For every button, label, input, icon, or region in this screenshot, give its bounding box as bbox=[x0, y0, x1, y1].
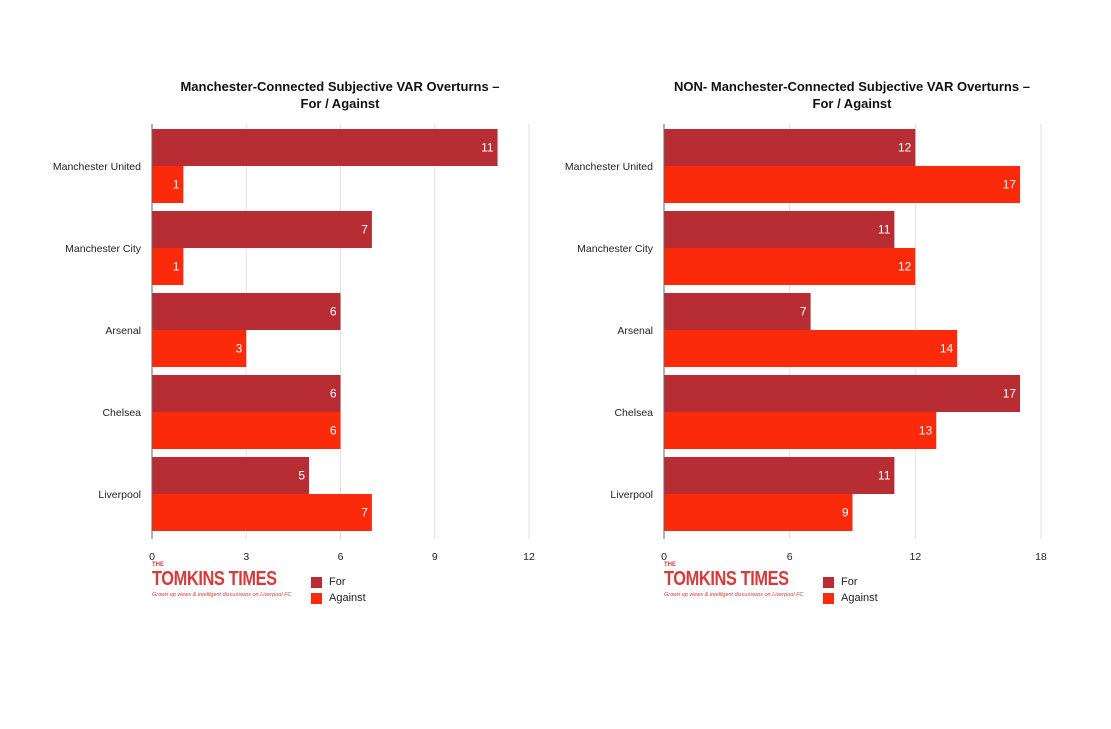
data-label-against-manchester-united: 1 bbox=[173, 178, 180, 192]
x-tick-label: 12 bbox=[523, 551, 535, 563]
chart-title-line-1: Manchester-Connected Subjective VAR Over… bbox=[180, 79, 500, 94]
data-label-against-chelsea: 6 bbox=[330, 424, 337, 438]
chart-legend: For Against bbox=[311, 574, 366, 606]
tomkins-times-logo: THE TOMKINS TIMES Grown up views & intel… bbox=[664, 562, 816, 598]
data-label-for-liverpool: 11 bbox=[878, 469, 891, 483]
category-label-liverpool: Liverpool bbox=[98, 489, 141, 501]
category-label-liverpool: Liverpool bbox=[610, 489, 653, 501]
x-tick-label: 18 bbox=[1035, 551, 1047, 563]
category-label-chelsea: Chelsea bbox=[614, 407, 653, 419]
data-label-for-arsenal: 6 bbox=[330, 305, 337, 319]
data-label-for-chelsea: 6 bbox=[330, 387, 337, 401]
bar-against-manchester-united bbox=[664, 166, 1021, 203]
bar-chart-plot: Manchester United 12 17 Manchester City 11 12… bbox=[565, 124, 1047, 563]
bar-against-liverpool bbox=[664, 494, 853, 531]
chart-title-line-2: For / Against bbox=[812, 96, 892, 111]
data-label-against-arsenal: 14 bbox=[940, 342, 954, 356]
bar-for-arsenal bbox=[664, 293, 811, 330]
logo-tagline: Grown up views & intelligent discussions… bbox=[664, 592, 804, 598]
logo-name: TOMKINS TIMES bbox=[664, 568, 789, 590]
x-tick-label: 9 bbox=[432, 551, 438, 563]
data-label-against-manchester-united: 17 bbox=[1003, 178, 1017, 192]
data-label-for-manchester-united: 12 bbox=[898, 141, 912, 155]
data-label-against-arsenal: 3 bbox=[236, 342, 243, 356]
data-label-for-chelsea: 17 bbox=[1003, 387, 1017, 401]
bar-against-arsenal bbox=[664, 330, 958, 367]
tomkins-times-logo: THE TOMKINS TIMES Grown up views & intel… bbox=[152, 562, 304, 598]
legend-swatch-for bbox=[823, 576, 834, 588]
x-tick-label: 3 bbox=[243, 551, 249, 563]
category-label-manchester-city: Manchester City bbox=[65, 243, 142, 255]
bar-for-manchester-city bbox=[664, 211, 895, 248]
bar-for-liverpool bbox=[664, 457, 895, 494]
chart-title-line-2: For / Against bbox=[300, 96, 380, 111]
logo-name: TOMKINS TIMES bbox=[152, 568, 277, 590]
chart-title: Manchester-Connected Subjective VAR Over… bbox=[130, 78, 550, 112]
legend-item-against: Against bbox=[311, 590, 366, 606]
legend-item-for: For bbox=[311, 574, 366, 590]
logo-tagline: Grown up views & intelligent discussions… bbox=[152, 592, 292, 598]
category-label-chelsea: Chelsea bbox=[102, 407, 141, 419]
bar-against-chelsea bbox=[664, 412, 937, 449]
bar-for-manchester-city bbox=[152, 211, 372, 248]
bar-against-liverpool bbox=[152, 494, 372, 531]
data-label-against-manchester-city: 1 bbox=[173, 260, 180, 274]
bar-against-manchester-city bbox=[152, 248, 184, 285]
legend-swatch-against bbox=[311, 592, 322, 604]
data-label-against-manchester-city: 12 bbox=[898, 260, 912, 274]
legend-swatch-for bbox=[311, 576, 322, 588]
category-label-manchester-city: Manchester City bbox=[577, 243, 654, 255]
category-label-arsenal: Arsenal bbox=[105, 325, 141, 337]
logo-pre-text: THE bbox=[152, 562, 164, 568]
data-label-against-liverpool: 9 bbox=[842, 506, 849, 520]
bar-for-arsenal bbox=[152, 293, 341, 330]
bar-against-arsenal bbox=[152, 330, 247, 367]
legend-item-for: For bbox=[823, 574, 878, 590]
chart-legend: For Against bbox=[823, 574, 878, 606]
category-label-arsenal: Arsenal bbox=[617, 325, 653, 337]
data-label-against-chelsea: 13 bbox=[919, 424, 933, 438]
data-label-for-manchester-city: 7 bbox=[361, 223, 368, 237]
data-label-for-arsenal: 7 bbox=[800, 305, 807, 319]
bar-for-chelsea bbox=[664, 375, 1021, 412]
x-tick-label: 12 bbox=[909, 551, 921, 563]
x-tick-label: 6 bbox=[787, 551, 793, 563]
data-label-for-manchester-united: 11 bbox=[481, 141, 494, 155]
logo-pre-text: THE bbox=[664, 562, 676, 568]
bar-for-liverpool bbox=[152, 457, 310, 494]
bar-against-manchester-united bbox=[152, 166, 184, 203]
x-tick-label: 6 bbox=[338, 551, 344, 563]
x-tick-label: 0 bbox=[661, 551, 667, 563]
bar-against-manchester-city bbox=[664, 248, 916, 285]
legend-swatch-against bbox=[823, 592, 834, 604]
data-label-for-liverpool: 5 bbox=[298, 469, 305, 483]
data-label-for-manchester-city: 11 bbox=[878, 223, 891, 237]
bar-against-chelsea bbox=[152, 412, 341, 449]
chart-title-line-1: NON- Manchester-Connected Subjective VAR… bbox=[674, 79, 1030, 94]
category-label-manchester-united: Manchester United bbox=[565, 161, 653, 173]
legend-label-for: For bbox=[329, 576, 346, 588]
legend-label-against: Against bbox=[329, 592, 366, 604]
data-label-against-liverpool: 7 bbox=[361, 506, 368, 520]
chart-title: NON- Manchester-Connected Subjective VAR… bbox=[642, 78, 1062, 112]
bar-for-chelsea bbox=[152, 375, 341, 412]
legend-item-against: Against bbox=[823, 590, 878, 606]
bar-for-manchester-united bbox=[152, 129, 498, 166]
legend-label-against: Against bbox=[841, 592, 878, 604]
category-label-manchester-united: Manchester United bbox=[53, 161, 141, 173]
x-tick-label: 0 bbox=[149, 551, 155, 563]
legend-label-for: For bbox=[841, 576, 858, 588]
bar-for-manchester-united bbox=[664, 129, 916, 166]
